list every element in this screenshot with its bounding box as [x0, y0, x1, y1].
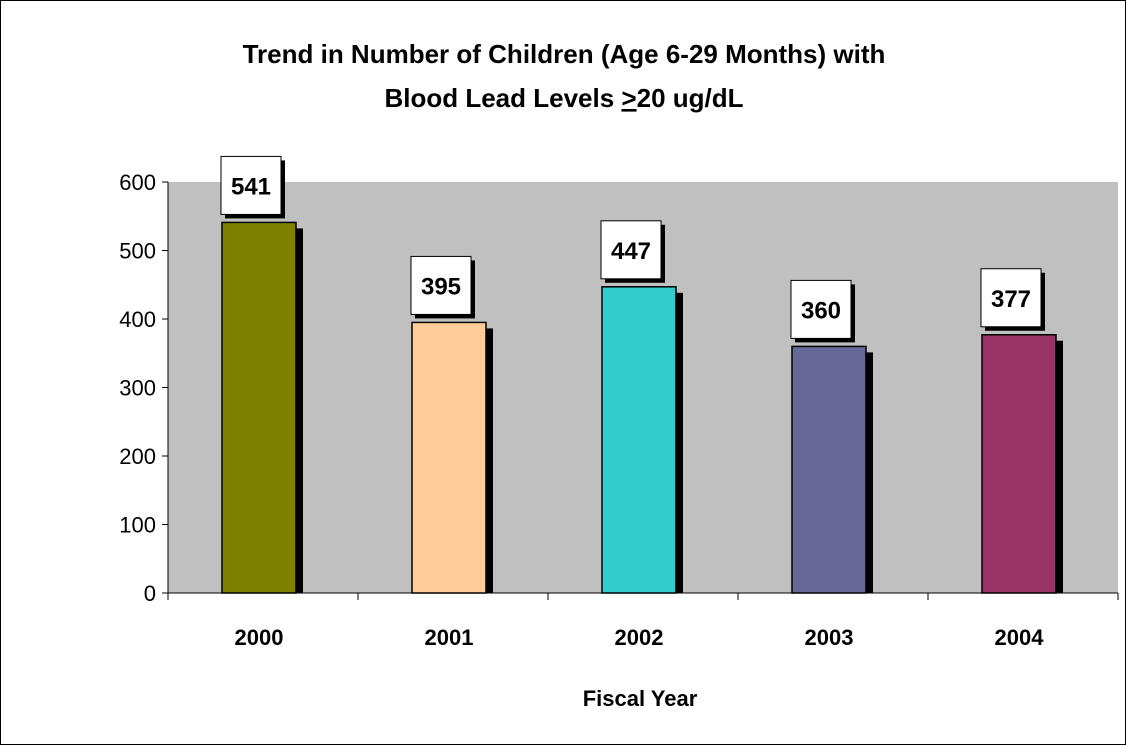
y-tick-label: 200 — [119, 444, 156, 469]
bars-group — [221, 221, 1063, 594]
chart-title-line2: Blood Lead Levels >20 ug/dL — [384, 83, 743, 113]
y-tick-label: 300 — [119, 376, 156, 401]
data-label-box — [410, 255, 472, 315]
x-axis-title: Fiscal Year — [583, 686, 698, 711]
data-label-box — [790, 279, 852, 339]
chart-title-line1: Trend in Number of Children (Age 6-29 Mo… — [243, 39, 886, 69]
title-ge-symbol: > — [621, 83, 636, 113]
x-axis: 2000 2001 2002 2003 2004 — [167, 592, 1119, 650]
y-tick-label: 600 — [119, 170, 156, 195]
y-tick-label: 400 — [119, 307, 156, 332]
bar — [791, 345, 867, 594]
data-label: 541 — [231, 173, 271, 200]
bar — [411, 321, 487, 594]
data-label: 377 — [991, 286, 1031, 313]
x-category-label: 2001 — [425, 625, 474, 650]
data-label: 360 — [801, 297, 841, 324]
data-label-box — [220, 155, 282, 215]
x-category-label: 2004 — [995, 625, 1045, 650]
data-label: 447 — [611, 238, 651, 265]
data-label: 395 — [421, 273, 461, 300]
title-prefix: Blood Lead Levels — [384, 83, 621, 113]
title-suffix: 20 ug/dL — [637, 83, 744, 113]
x-category-label: 2000 — [235, 625, 284, 650]
bar — [981, 334, 1057, 594]
x-category-label: 2003 — [805, 625, 854, 650]
bar — [601, 286, 677, 594]
y-axis: 0 100 200 300 400 500 600 — [119, 170, 169, 606]
y-tick-label: 100 — [119, 513, 156, 538]
data-label-box — [600, 220, 662, 280]
bar — [221, 221, 297, 594]
data-labels-group: 541 395 447 360 377 — [220, 155, 1045, 343]
x-category-label: 2002 — [615, 625, 664, 650]
data-label-box — [980, 268, 1042, 328]
y-tick-label: 0 — [144, 581, 156, 606]
y-tick-label: 500 — [119, 239, 156, 264]
